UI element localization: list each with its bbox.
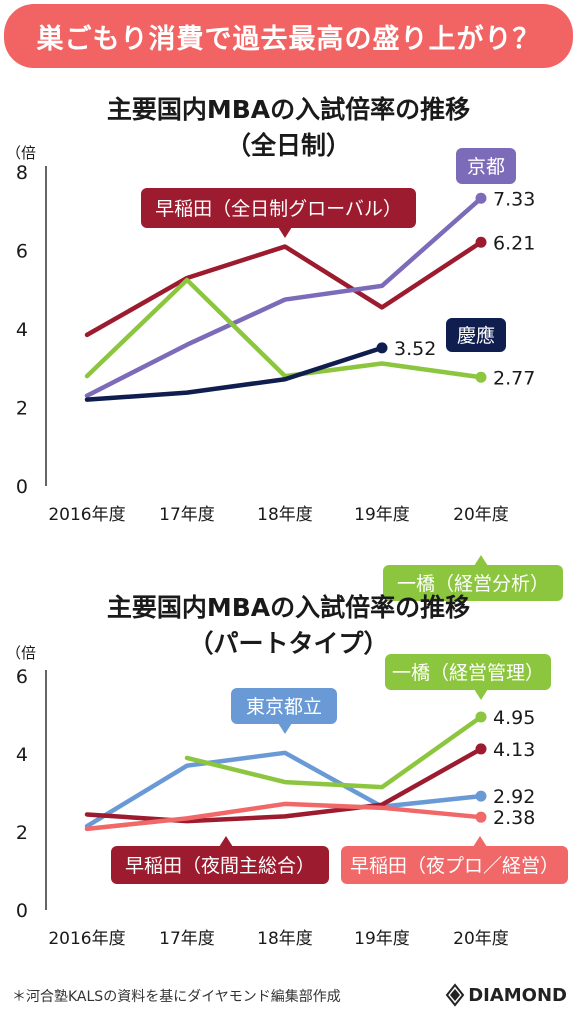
callout-box — [341, 846, 568, 884]
chart1-subtitle: （全日制） — [225, 131, 351, 160]
legend-label: 早稲田（全日制グローバル） — [155, 198, 402, 220]
data-label: 2.92 — [493, 786, 535, 808]
series-callout: 一橋（経営管理） — [385, 654, 551, 700]
legend-label: 早稲田（夜プロ／経営） — [350, 855, 559, 877]
chart1-title: 主要国内MBAの入試倍率の推移 — [106, 95, 471, 124]
x-tick-label: 18年度 — [257, 929, 313, 949]
legend-label: 一橋（経営管理） — [392, 662, 544, 684]
chart-parttime: （倍 0 2 4 6 2016年度 17年度 18年度 19年度 20年度 2.92 4.95 4.13… — [6, 644, 568, 949]
y-tick-label: 2 — [16, 398, 28, 420]
callout-box — [111, 846, 329, 884]
y-tick-label: 2 — [16, 822, 28, 844]
series-line — [84, 240, 484, 338]
series-end-point — [475, 790, 487, 802]
callout-pointer — [473, 836, 487, 847]
callout-pointer — [474, 555, 488, 566]
data-label: 4.95 — [493, 707, 535, 729]
series-line — [184, 714, 484, 790]
series-line — [84, 196, 484, 398]
legend-label: 京都 — [467, 156, 505, 178]
series-end-point — [475, 236, 487, 248]
series-callout: 早稲田（夜プロ／経営） — [341, 836, 568, 884]
x-tick-label: 17年度 — [159, 505, 215, 525]
data-label: 2.38 — [493, 807, 535, 829]
legend-label: 一橋（経営分析） — [397, 573, 549, 595]
y-tick-label: 0 — [16, 900, 28, 922]
callout-box — [456, 148, 516, 184]
callout-pointer — [278, 227, 292, 238]
chart2-subtitle: （パートタイプ） — [188, 629, 389, 658]
series-line — [84, 277, 484, 380]
chart2-title: 主要国内MBAの入試倍率の推移 — [106, 593, 471, 622]
series-end-point — [475, 371, 487, 383]
x-tick-label: 2016年度 — [48, 505, 125, 525]
series-callout: 東京都立 — [231, 688, 337, 734]
y-unit-label: （倍 — [6, 644, 36, 662]
x-tick-label: 20年度 — [453, 929, 509, 949]
series-line — [84, 746, 484, 824]
callout-box — [231, 688, 337, 724]
x-tick-label: 2016年度 — [48, 929, 125, 949]
callout-box — [141, 188, 416, 228]
x-tick-label: 20年度 — [453, 505, 509, 525]
series-line — [84, 345, 385, 402]
series-line — [84, 801, 484, 832]
series-callout: 早稲田（夜間主総合） — [111, 836, 329, 884]
source-note: ＊河合塾KALSの資料を基にダイヤモンド編集部作成 — [12, 989, 341, 1005]
series-end-point — [475, 192, 487, 204]
y-tick-label: 4 — [16, 319, 28, 341]
y-unit-label: （倍 — [6, 144, 36, 162]
data-label: 4.13 — [493, 739, 535, 761]
y-tick-label: 0 — [16, 476, 28, 498]
series-callout: 一橋（経営分析） — [383, 555, 563, 601]
brand-logo: DIAMOND — [445, 983, 567, 1007]
x-tick-label: 18年度 — [257, 505, 313, 525]
series-end-point — [475, 811, 487, 823]
data-label: 6.21 — [493, 232, 535, 254]
headline-text: 巣ごもり消費で過去最高の盛り上がり？ — [36, 23, 541, 55]
x-tick-label: 19年度 — [354, 505, 410, 525]
callout-pointer — [474, 689, 488, 700]
y-tick-label: 4 — [16, 744, 28, 766]
data-label: 7.33 — [493, 188, 535, 210]
series-callout: 早稲田（全日制グローバル） — [141, 188, 416, 238]
chart1-title-block: 主要国内MBAの入試倍率の推移 （全日制） — [0, 92, 577, 164]
series-end-point — [376, 342, 388, 354]
chart-fulltime: （倍 0 2 4 6 8 2016年度 17年度 18年度 19年度 20年度 6.21 7.33 2.7… — [6, 144, 563, 601]
callout-pointer — [219, 836, 233, 847]
chart2-title-block: 主要国内MBAの入試倍率の推移 （パートタイプ） — [0, 590, 577, 662]
callout-box — [383, 565, 563, 601]
y-tick-label: 8 — [16, 162, 28, 184]
data-label: 3.52 — [394, 338, 436, 360]
callout-box — [385, 654, 551, 690]
y-tick-label: 6 — [16, 241, 28, 263]
headline-banner: 巣ごもり消費で過去最高の盛り上がり？ — [4, 4, 573, 68]
x-tick-label: 19年度 — [354, 929, 410, 949]
legend-label: 慶應 — [457, 324, 495, 347]
series-callout: 慶應 — [446, 318, 506, 352]
series-end-point — [475, 711, 487, 723]
diamond-logo-icon — [445, 983, 465, 1007]
data-label: 2.77 — [493, 367, 535, 389]
legend-label: 早稲田（夜間主総合） — [125, 855, 315, 877]
brand-name: DIAMOND — [468, 984, 567, 1006]
callout-pointer — [278, 723, 292, 734]
x-tick-label: 17年度 — [159, 929, 215, 949]
y-tick-label: 6 — [16, 666, 28, 688]
legend-label: 東京都立 — [246, 696, 322, 718]
series-callout: 京都 — [456, 148, 516, 184]
series-line — [84, 750, 484, 829]
callout-box — [446, 318, 506, 352]
series-end-point — [475, 743, 487, 755]
